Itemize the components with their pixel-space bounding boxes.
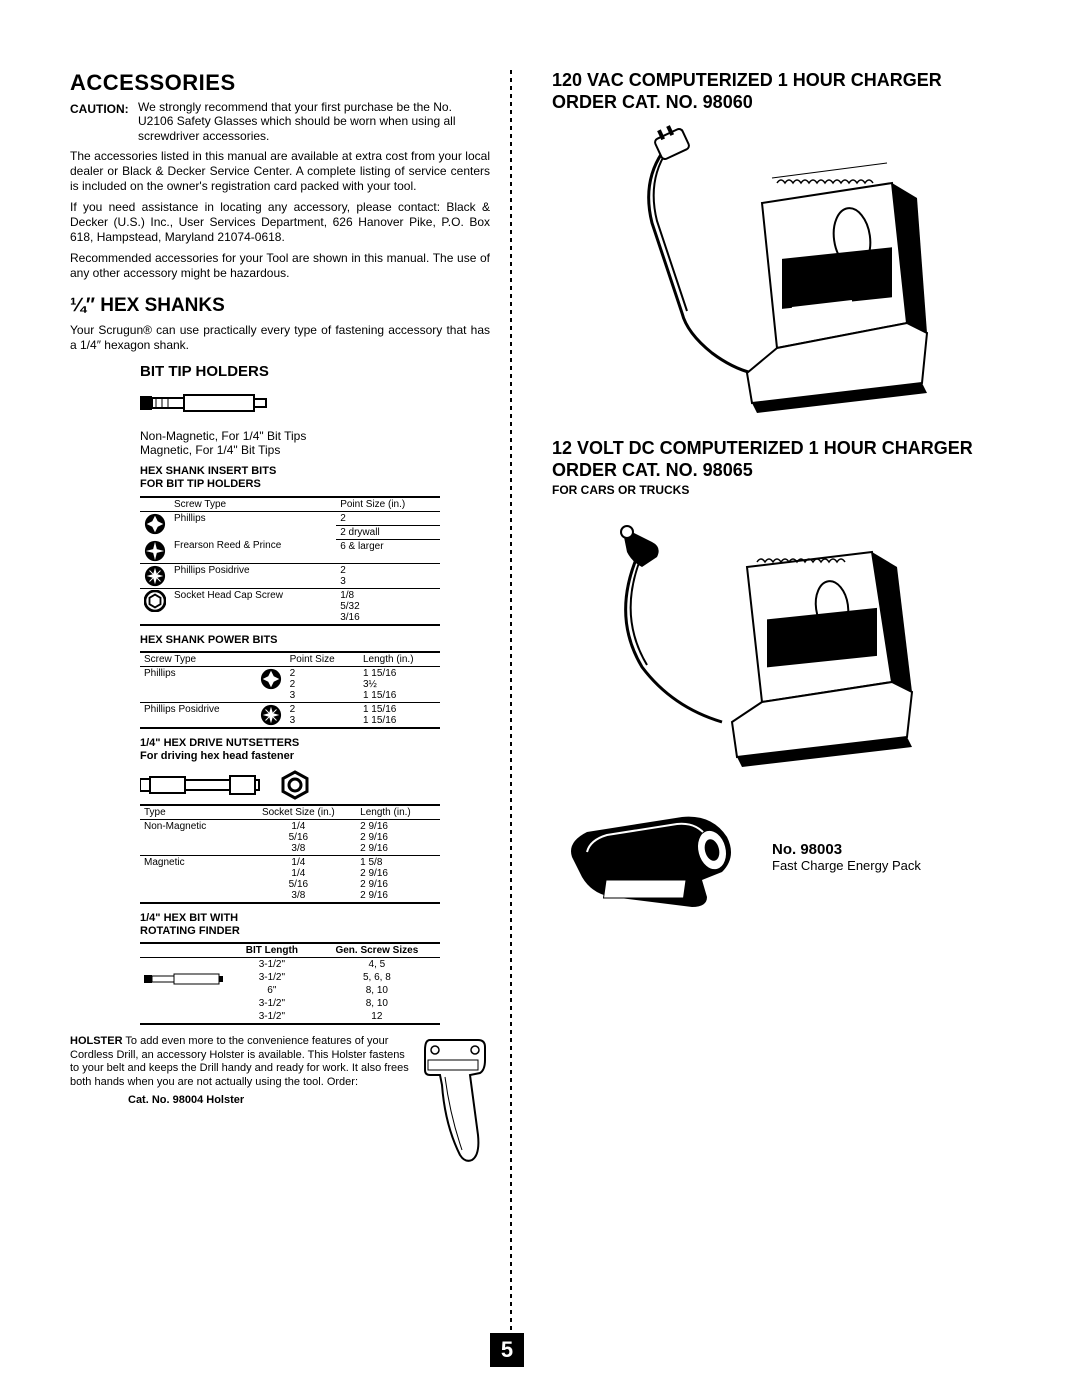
bittip-line2: Magnetic, For 1/4" Bit Tips xyxy=(140,443,490,457)
phillips-icon xyxy=(260,668,282,690)
insert-bits-table: Screw TypePoint Size (in.) Phillips 2 2 … xyxy=(140,496,440,627)
nutsetter-illustration xyxy=(140,770,490,800)
phillips-icon xyxy=(144,513,166,535)
accessories-heading: ACCESSORIES xyxy=(70,70,490,96)
charger-12v-sub: FOR CARS OR TRUCKS xyxy=(552,483,992,497)
nutsetters-head2: For driving hex head fastener xyxy=(140,750,490,763)
holster-icon xyxy=(420,1035,490,1165)
power-bits-head: HEX SHANK POWER BITS xyxy=(140,634,490,647)
holster-label: HOLSTER xyxy=(70,1035,123,1047)
finder-head2: ROTATING FINDER xyxy=(140,925,490,938)
power-bits-table: Screw TypePoint SizeLength (in.) Phillip… xyxy=(140,651,440,729)
charger-120-cat: ORDER CAT. NO. 98060 xyxy=(552,92,992,114)
posidrive-icon xyxy=(260,704,282,726)
nutsetters-table: TypeSocket Size (in.)Length (in.) Non-Ma… xyxy=(140,804,440,904)
energy-pack-row: No. 98003 Fast Charge Energy Pack xyxy=(552,802,992,912)
insert-bits-head2: FOR BIT TIP HOLDERS xyxy=(140,478,490,491)
left-column: ACCESSORIES CAUTION: We strongly recomme… xyxy=(70,70,490,1357)
caution-label: CAUTION: xyxy=(70,102,129,116)
bit-holder-icon xyxy=(140,388,270,418)
finder-bit-icon xyxy=(144,972,224,986)
hex-nut-icon xyxy=(280,770,310,800)
hex-shanks-heading: ¼″ HEX SHANKS xyxy=(70,295,490,317)
bit-tip-holders-heading: BIT TIP HOLDERS xyxy=(140,363,490,380)
charger-12v-cat: ORDER CAT. NO. 98065 xyxy=(552,460,992,482)
finder-table: BIT LengthGen. Screw Sizes 3-1/2"4, 5 3-… xyxy=(140,942,440,1025)
energy-pack-text: Fast Charge Energy Pack xyxy=(772,858,921,873)
frearson-icon xyxy=(144,540,166,562)
charger-120-illustration xyxy=(552,123,932,413)
finder-head1: 1/4" HEX BIT WITH xyxy=(140,912,490,925)
caution-block: CAUTION: We strongly recommend that your… xyxy=(70,100,490,143)
holster-block: HOLSTER To add even more to the convenie… xyxy=(70,1035,490,1165)
para-contact: If you need assistance in locating any a… xyxy=(70,200,490,245)
energy-pack-no: No. 98003 xyxy=(772,841,921,858)
hex-shanks-text: Your Scrugun® can use practically every … xyxy=(70,323,490,353)
charger-12v-heading: 12 VOLT DC COMPUTERIZED 1 HOUR CHARGER xyxy=(552,438,992,460)
charger-12v-illustration xyxy=(552,507,932,767)
right-column: 120 VAC COMPUTERIZED 1 HOUR CHARGER ORDE… xyxy=(532,70,992,1357)
posidrive-icon xyxy=(144,565,166,587)
energy-pack-icon xyxy=(552,802,752,912)
column-divider xyxy=(510,70,512,1357)
hex-socket-icon xyxy=(144,590,166,612)
para-dealer: The accessories listed in this manual ar… xyxy=(70,149,490,194)
bittip-line1: Non-Magnetic, For 1/4" Bit Tips xyxy=(140,429,490,443)
page-number: 5 xyxy=(490,1333,524,1367)
insert-bits-head1: HEX SHANK INSERT BITS xyxy=(140,465,490,478)
charger-120-heading: 120 VAC COMPUTERIZED 1 HOUR CHARGER xyxy=(552,70,992,92)
nutsetters-head1: 1/4" HEX DRIVE NUTSETTERS xyxy=(140,737,490,750)
holster-cat: Cat. No. 98004 Holster xyxy=(128,1094,412,1106)
caution-text: We strongly recommend that your first pu… xyxy=(138,100,490,143)
para-recommended: Recommended accessories for your Tool ar… xyxy=(70,251,490,281)
nutsetter-bit-icon xyxy=(140,770,260,800)
